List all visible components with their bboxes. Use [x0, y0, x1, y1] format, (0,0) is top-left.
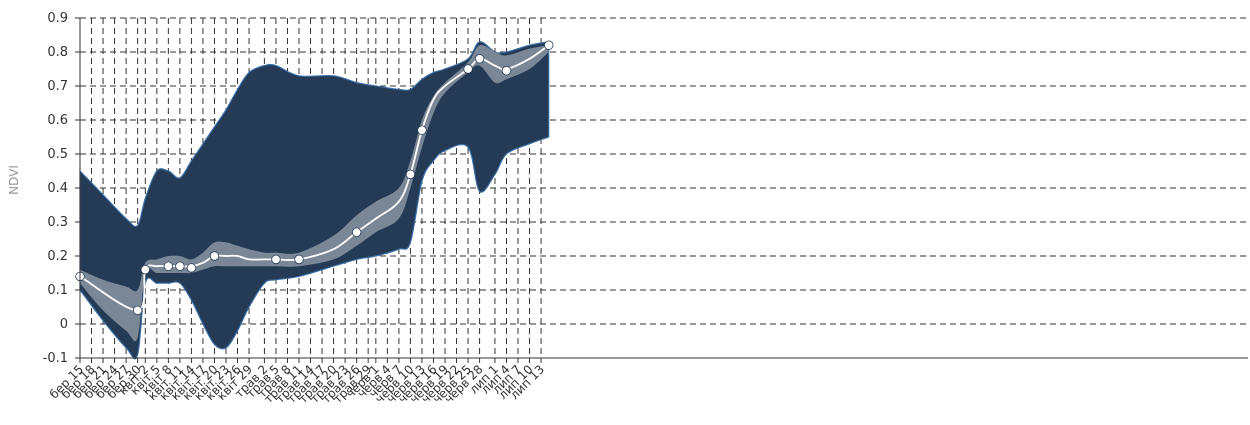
data-point[interactable] [140, 264, 151, 275]
y-tick-label: 0.6 [47, 113, 68, 128]
y-tick-label: 0.8 [47, 45, 68, 60]
y-axis: -0.1 0 0.1 0.2 0.3 0.4 0.5 0.6 0.7 0.8 0.9 [43, 11, 81, 366]
data-point[interactable] [163, 261, 174, 271]
data-point[interactable] [501, 65, 512, 76]
data-point[interactable] [271, 254, 281, 265]
data-point[interactable] [351, 227, 362, 237]
data-point[interactable] [405, 169, 416, 180]
y-tick-label: 0.2 [47, 249, 68, 264]
data-point[interactable] [209, 251, 220, 261]
outer-range-band [79, 41, 550, 360]
data-point[interactable] [417, 125, 427, 135]
y-tick-label: 0.3 [47, 215, 68, 230]
y-tick-label: -0.1 [43, 351, 68, 366]
data-point[interactable] [544, 40, 554, 50]
data-point[interactable] [186, 263, 197, 273]
y-tick-label: 0 [60, 317, 68, 332]
data-point[interactable] [474, 54, 485, 64]
data-point[interactable] [175, 261, 185, 271]
inner-range-band [80, 44, 549, 342]
y-tick-label: 0.1 [47, 283, 68, 298]
y-tick-label: 0.9 [47, 11, 68, 26]
data-point[interactable] [463, 64, 473, 74]
marker-layer [75, 40, 554, 316]
area-layer [79, 41, 550, 360]
data-point[interactable] [132, 305, 143, 316]
y-axis-label: NDVI [7, 165, 21, 195]
data-point[interactable] [294, 254, 304, 265]
y-tick-label: 0.5 [47, 147, 68, 162]
y-tick-label: 0.4 [47, 181, 68, 196]
y-tick-label: 0.7 [47, 79, 68, 94]
